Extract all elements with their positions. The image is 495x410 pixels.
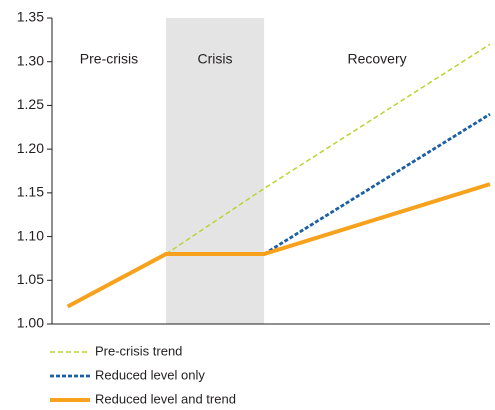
y-tick-label: 1.35: [17, 9, 44, 25]
legend-label: Reduced level only: [95, 367, 205, 382]
y-tick-label: 1.05: [17, 271, 44, 287]
region-label: Crisis: [198, 51, 233, 67]
series-line: [66, 182, 491, 309]
crisis-band: [165, 18, 265, 324]
y-tick-label: 1.30: [17, 52, 44, 68]
region-label: Recovery: [347, 51, 406, 67]
region-label: Pre-crisis: [80, 51, 138, 67]
y-tick-label: 1.25: [17, 96, 44, 112]
y-tick-label: 1.00: [17, 315, 44, 331]
series-line: [263, 112, 491, 256]
legend-label: Pre-crisis trend: [95, 343, 182, 358]
y-tick-label: 1.15: [17, 184, 44, 200]
y-tick-label: 1.10: [17, 227, 44, 243]
y-tick-label: 1.20: [17, 140, 44, 156]
legend-label: Reduced level and trend: [95, 391, 236, 406]
series-line: [165, 43, 491, 255]
